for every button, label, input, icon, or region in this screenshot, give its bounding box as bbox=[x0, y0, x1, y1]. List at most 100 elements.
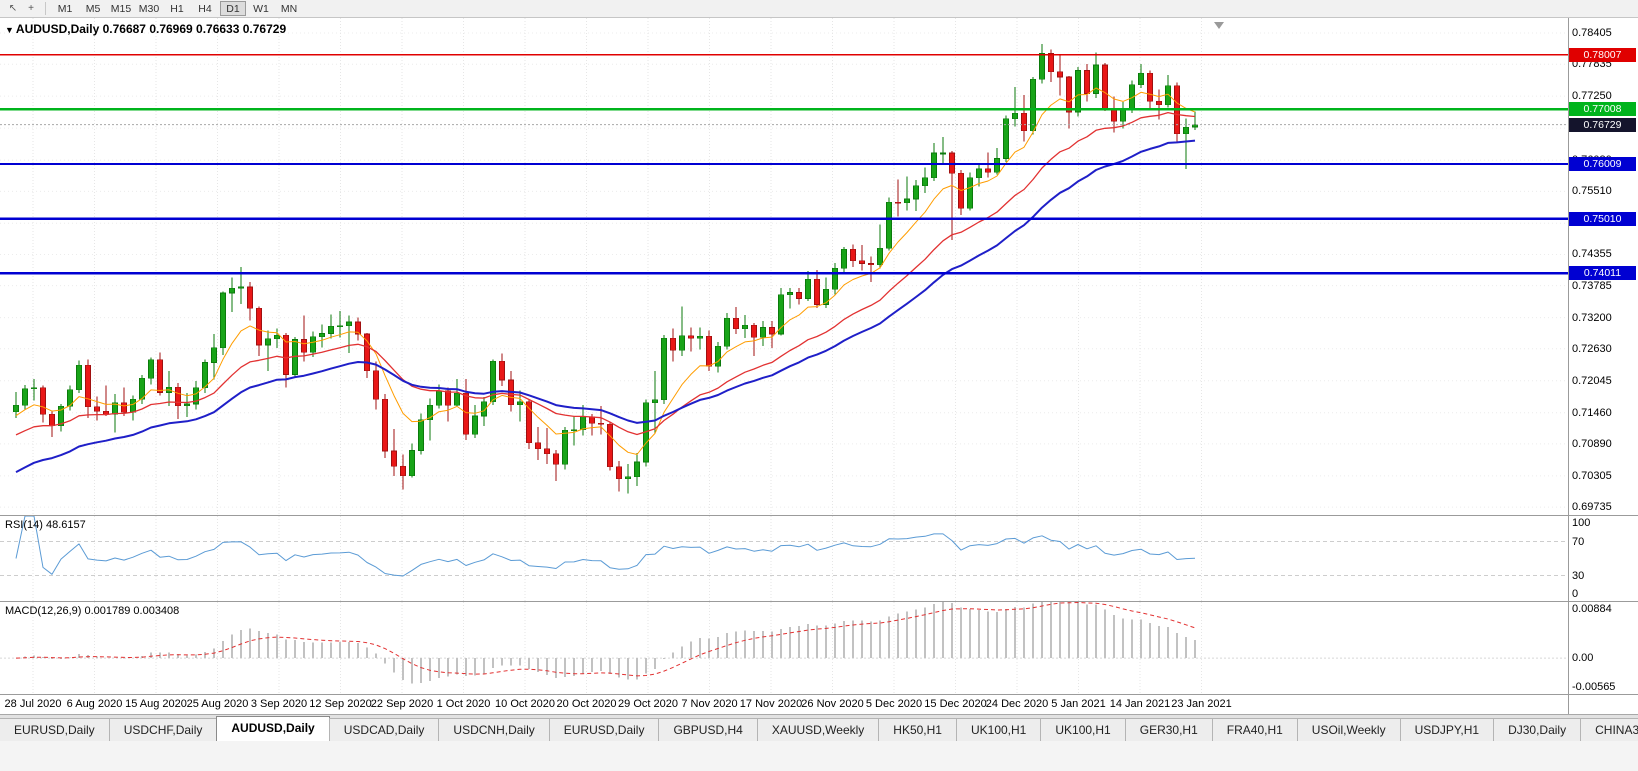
date-axis-label: 5 Jan 2021 bbox=[1051, 698, 1106, 710]
chart-tab[interactable]: USDCNH,Daily bbox=[438, 718, 550, 741]
macd-signal-line bbox=[15, 602, 1196, 677]
date-axis-label: 1 Oct 2020 bbox=[436, 698, 491, 710]
pointer-icon[interactable]: ↖ bbox=[8, 3, 18, 14]
status-strip bbox=[0, 741, 1638, 771]
rsi-panel-chart[interactable] bbox=[0, 516, 1568, 601]
timeframe-button-group: M1 M5 M15 M30 H1 H4 D1 W1 MN bbox=[51, 1, 303, 16]
macd-axis-label: 0.00 bbox=[1572, 652, 1594, 665]
price-axis-label: 0.75510 bbox=[1572, 185, 1612, 198]
timeframe-button-M30[interactable]: M30 bbox=[138, 3, 160, 15]
date-axis-label: 26 Nov 2020 bbox=[801, 698, 864, 710]
date-axis-label: 23 Jan 2021 bbox=[1171, 698, 1232, 710]
timeframe-button-M15[interactable]: M15 bbox=[110, 3, 132, 15]
date-axis-label: 24 Dec 2020 bbox=[985, 698, 1049, 710]
price-axis-label: 0.74355 bbox=[1572, 248, 1612, 261]
chart-tab[interactable]: CHINA300,H1 bbox=[1580, 718, 1638, 741]
price-axis-border bbox=[1568, 18, 1569, 714]
date-axis-label: 22 Sep 2020 bbox=[370, 698, 434, 710]
chart-tab[interactable]: EURUSD,Daily bbox=[548, 718, 660, 741]
price-axis-label: 0.71460 bbox=[1572, 406, 1612, 419]
chart-tab[interactable]: UK100,H1 bbox=[955, 718, 1042, 741]
chart-tab[interactable]: EURUSD,Daily bbox=[0, 718, 110, 741]
macd-histogram bbox=[23, 602, 1197, 684]
date-axis-label: 17 Nov 2020 bbox=[739, 698, 803, 710]
ma-slow-line bbox=[15, 139, 1196, 473]
chart-tab[interactable]: UK100,H1 bbox=[1040, 718, 1126, 741]
price-axis-label: 0.70305 bbox=[1572, 469, 1612, 482]
price-axis-label: 0.73200 bbox=[1572, 311, 1612, 324]
date-axis-label: 20 Oct 2020 bbox=[556, 698, 617, 710]
horizontal-level-lines bbox=[0, 54, 1568, 275]
chart-collapse-icon[interactable]: ▼ bbox=[5, 25, 14, 35]
chart-title-text: AUDUSD,Daily 0.76687 0.76969 0.76633 0.7… bbox=[15, 22, 287, 36]
rsi-line bbox=[15, 516, 1196, 577]
toolbar-separator bbox=[45, 2, 46, 15]
chart-tab[interactable]: DJ30,Daily bbox=[1493, 718, 1582, 741]
date-axis-label: 10 Oct 2020 bbox=[495, 698, 555, 710]
level-price-box[interactable]: 0.75010 bbox=[1569, 211, 1636, 226]
price-axis-label: 0.72045 bbox=[1572, 374, 1612, 387]
panel-separator[interactable] bbox=[0, 601, 1638, 602]
macd-panel-chart[interactable] bbox=[0, 602, 1568, 694]
timeframe-button-M5[interactable]: M5 bbox=[85, 3, 101, 15]
chart-tab[interactable]: USDCAD,Daily bbox=[328, 718, 440, 741]
timeframe-button-W1[interactable]: W1 bbox=[253, 3, 269, 15]
price-axis-label: 0.69735 bbox=[1572, 501, 1612, 514]
chart-tab[interactable]: FRA40,H1 bbox=[1211, 718, 1298, 741]
macd-axis-label: 0.00884 bbox=[1572, 603, 1612, 615]
chart-tab[interactable]: USOil,Weekly bbox=[1296, 718, 1401, 741]
level-price-box[interactable]: 0.74011 bbox=[1569, 266, 1636, 281]
price-axis-label: 0.78405 bbox=[1572, 27, 1612, 40]
level-price-box[interactable]: 0.76009 bbox=[1569, 157, 1636, 172]
level-price-box[interactable]: 0.78007 bbox=[1569, 47, 1636, 62]
candlestick-series bbox=[13, 44, 1198, 494]
date-axis-label: 7 Nov 2020 bbox=[681, 698, 738, 710]
price-axis-label: 0.73785 bbox=[1572, 279, 1612, 292]
rsi-axis-label: 70 bbox=[1572, 535, 1585, 548]
chart-tab[interactable]: XAUUSD,Weekly bbox=[756, 718, 880, 741]
ma-mid-line bbox=[15, 111, 1196, 436]
moving-average-lines bbox=[15, 87, 1196, 473]
date-axis-label: 12 Sep 2020 bbox=[309, 698, 372, 710]
date-axis-label: 15 Dec 2020 bbox=[924, 698, 987, 710]
rsi-axis-label: 30 bbox=[1572, 569, 1585, 582]
timeframe-button-H4[interactable]: H4 bbox=[198, 3, 212, 15]
date-axis-label: 29 Oct 2020 bbox=[618, 698, 678, 710]
rsi-axis-label: 0 bbox=[1572, 588, 1579, 600]
chart-tab[interactable]: USDJPY,H1 bbox=[1399, 718, 1495, 741]
chart-tab[interactable]: GBPUSD,H4 bbox=[658, 718, 758, 741]
macd-indicator-label: MACD(12,26,9) 0.001789 0.003408 bbox=[5, 605, 180, 617]
timeframe-button-M1[interactable]: M1 bbox=[57, 3, 73, 15]
chart-shift-marker-icon bbox=[1214, 22, 1224, 29]
date-axis-label: 14 Jan 2021 bbox=[1109, 698, 1171, 710]
date-axis-label: 6 Aug 2020 bbox=[66, 698, 123, 710]
level-price-box[interactable]: 0.77008 bbox=[1569, 102, 1636, 117]
price-chart[interactable] bbox=[0, 18, 1568, 515]
crosshair-icon[interactable]: + bbox=[28, 3, 34, 14]
ma-fast-line bbox=[15, 87, 1196, 455]
date-axis-label: 25 Aug 2020 bbox=[186, 698, 249, 710]
chart-tab[interactable]: AUDUSD,Daily bbox=[216, 716, 330, 741]
date-axis-label: 15 Aug 2020 bbox=[125, 698, 187, 710]
timeframe-button-H1[interactable]: H1 bbox=[170, 3, 184, 15]
toolbar: ↖ + M1 M5 M15 M30 H1 H4 D1 W1 MN bbox=[0, 0, 1638, 18]
date-axis-label: 3 Sep 2020 bbox=[250, 698, 308, 710]
rsi-indicator-label: RSI(14) 48.6157 bbox=[5, 519, 86, 531]
price-axis-column bbox=[1569, 18, 1638, 714]
timeframe-button-MN[interactable]: MN bbox=[280, 3, 298, 15]
chart-tab[interactable]: GER30,H1 bbox=[1124, 718, 1213, 741]
chart-title: ▼ AUDUSD,Daily 0.76687 0.76969 0.76633 0.… bbox=[5, 22, 286, 36]
current-price-box: 0.76729 bbox=[1569, 117, 1636, 132]
chart-tab-bar: EURUSD,Daily USDCHF,Daily AUDUSD,Daily USDC… bbox=[0, 714, 1638, 741]
timeframe-button-D1[interactable]: D1 bbox=[220, 1, 246, 16]
price-axis-label: 0.77250 bbox=[1572, 90, 1612, 103]
price-axis-label: 0.72630 bbox=[1572, 342, 1612, 355]
date-axis-separator bbox=[0, 694, 1638, 695]
chart-tab[interactable]: USDCHF,Daily bbox=[108, 718, 218, 741]
rsi-axis-label: 100 bbox=[1572, 517, 1591, 529]
chart-tab[interactable]: HK50,H1 bbox=[878, 718, 957, 741]
panel-separator[interactable] bbox=[0, 515, 1638, 516]
date-axis-label: 5 Dec 2020 bbox=[865, 698, 923, 710]
macd-axis-label: -0.00565 bbox=[1572, 681, 1616, 693]
